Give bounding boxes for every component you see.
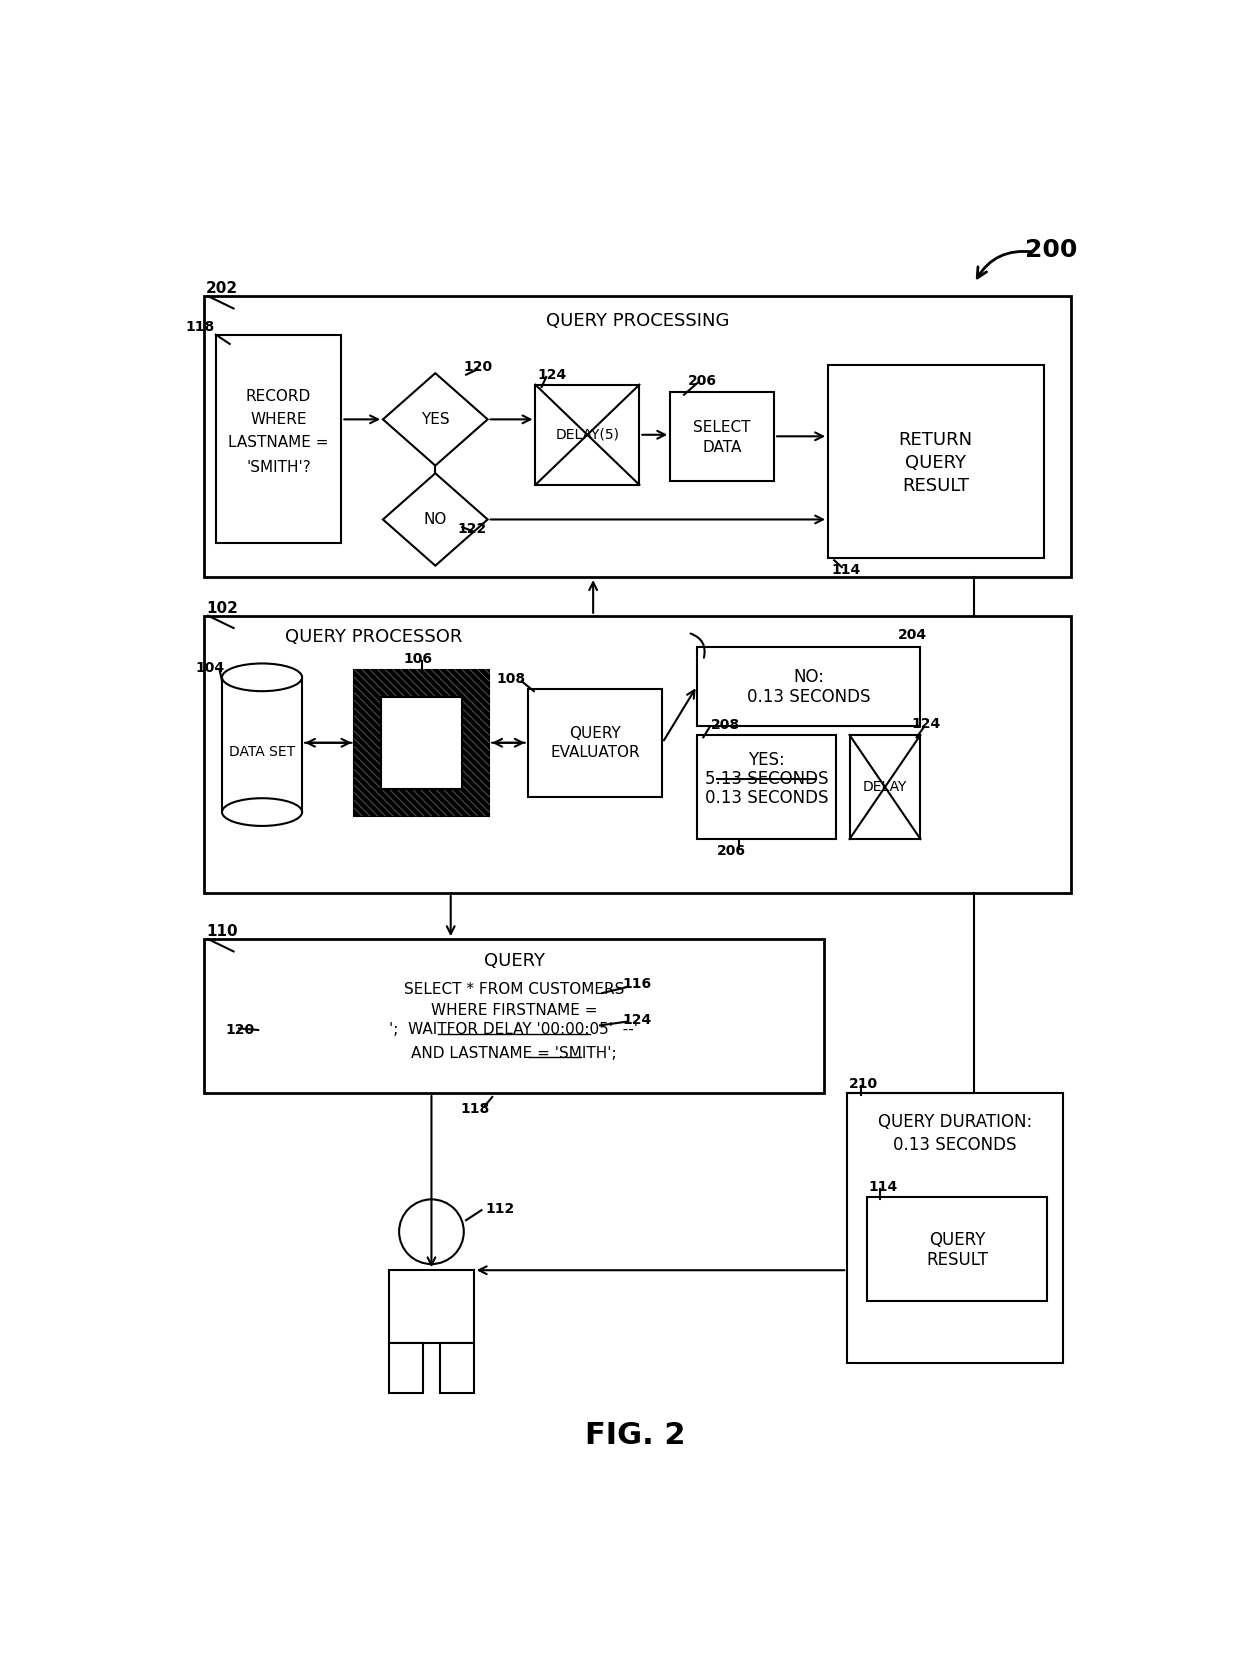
Bar bbox=[828, 365, 1044, 558]
Text: QUERY PROCESSING: QUERY PROCESSING bbox=[546, 312, 729, 330]
Bar bbox=[205, 297, 1070, 576]
Bar bbox=[849, 735, 920, 840]
Text: SELECT: SELECT bbox=[693, 420, 751, 435]
Polygon shape bbox=[383, 373, 487, 465]
Text: DATA SET: DATA SET bbox=[229, 745, 295, 760]
Text: WHERE FIRSTNAME =: WHERE FIRSTNAME = bbox=[430, 1003, 598, 1018]
Text: SELECT * FROM CUSTOMERS: SELECT * FROM CUSTOMERS bbox=[404, 981, 624, 996]
Text: 102: 102 bbox=[206, 600, 238, 615]
Bar bbox=[389, 1343, 423, 1393]
Text: FIG. 2: FIG. 2 bbox=[585, 1421, 686, 1451]
Text: 110: 110 bbox=[206, 925, 238, 940]
Bar bbox=[216, 335, 341, 543]
Text: DELAY(5): DELAY(5) bbox=[556, 428, 619, 441]
Text: 120: 120 bbox=[463, 360, 492, 373]
Text: QUERY: QUERY bbox=[929, 1231, 985, 1250]
Text: QUERY: QUERY bbox=[905, 455, 966, 471]
Bar bbox=[697, 735, 836, 840]
Text: ';  WAITFOR DELAY '00:00:05'  --': '; WAITFOR DELAY '00:00:05' --' bbox=[389, 1023, 639, 1038]
Ellipse shape bbox=[222, 798, 303, 826]
Text: 114: 114 bbox=[832, 563, 861, 576]
Bar bbox=[528, 688, 662, 796]
Text: 0.13 SECONDS: 0.13 SECONDS bbox=[746, 688, 870, 706]
Text: 202: 202 bbox=[206, 282, 238, 297]
Text: 0.13 SECONDS: 0.13 SECONDS bbox=[704, 790, 828, 808]
Text: RECORD: RECORD bbox=[246, 388, 311, 403]
Text: QUERY: QUERY bbox=[569, 726, 621, 741]
Text: 0.13 SECONDS: 0.13 SECONDS bbox=[893, 1136, 1017, 1155]
Text: WHERE: WHERE bbox=[250, 412, 306, 426]
Circle shape bbox=[399, 1200, 464, 1264]
Text: 118: 118 bbox=[461, 1101, 490, 1116]
Text: 106: 106 bbox=[403, 651, 433, 666]
Text: DELAY: DELAY bbox=[863, 780, 908, 795]
Text: YES:: YES: bbox=[748, 751, 785, 768]
Text: 124: 124 bbox=[622, 1013, 652, 1026]
Text: 114: 114 bbox=[868, 1180, 898, 1195]
Text: 208: 208 bbox=[711, 718, 740, 731]
Bar bbox=[355, 670, 490, 816]
Text: DATA: DATA bbox=[702, 440, 742, 455]
Text: 118: 118 bbox=[185, 320, 215, 333]
Text: 206: 206 bbox=[717, 843, 746, 858]
Text: 124: 124 bbox=[537, 368, 567, 382]
Bar bbox=[205, 940, 825, 1093]
Text: 'SMITH'?: 'SMITH'? bbox=[247, 460, 311, 475]
Text: NO:: NO: bbox=[794, 668, 825, 686]
Polygon shape bbox=[383, 473, 487, 566]
Bar bbox=[205, 616, 1070, 893]
Text: RETURN: RETURN bbox=[899, 431, 973, 450]
Bar bbox=[697, 646, 920, 726]
Bar bbox=[222, 678, 303, 811]
Text: EVALUATOR: EVALUATOR bbox=[551, 745, 640, 760]
Text: 116: 116 bbox=[622, 976, 651, 991]
Ellipse shape bbox=[222, 663, 303, 691]
Text: YES: YES bbox=[422, 412, 450, 426]
Bar bbox=[389, 1269, 474, 1343]
Text: AND LASTNAME = 'SMITH';: AND LASTNAME = 'SMITH'; bbox=[410, 1046, 616, 1061]
Text: 206: 206 bbox=[688, 373, 717, 388]
Text: LASTNAME =: LASTNAME = bbox=[228, 435, 329, 450]
Text: QUERY DURATION:: QUERY DURATION: bbox=[878, 1113, 1032, 1131]
Text: NO: NO bbox=[424, 511, 446, 526]
Text: RESULT: RESULT bbox=[903, 478, 970, 495]
Text: 108: 108 bbox=[496, 671, 526, 686]
Text: RESULT: RESULT bbox=[926, 1251, 988, 1269]
Text: 124: 124 bbox=[911, 718, 941, 731]
Text: 122: 122 bbox=[458, 521, 487, 536]
Text: 112: 112 bbox=[485, 1201, 515, 1216]
Bar bbox=[382, 696, 463, 790]
Bar bbox=[847, 1093, 1063, 1363]
Text: 200: 200 bbox=[1025, 238, 1078, 262]
Bar bbox=[867, 1198, 1048, 1301]
Text: 204: 204 bbox=[898, 628, 928, 641]
Text: QUERY: QUERY bbox=[484, 951, 544, 970]
Bar bbox=[440, 1343, 474, 1393]
Text: 120: 120 bbox=[226, 1023, 255, 1036]
Text: QUERY PROCESSOR: QUERY PROCESSOR bbox=[285, 628, 463, 646]
Bar bbox=[536, 385, 640, 485]
Text: 5.13 SECONDS: 5.13 SECONDS bbox=[704, 770, 828, 788]
Text: 104: 104 bbox=[195, 661, 224, 675]
Bar bbox=[670, 393, 774, 481]
Text: 210: 210 bbox=[849, 1076, 878, 1091]
